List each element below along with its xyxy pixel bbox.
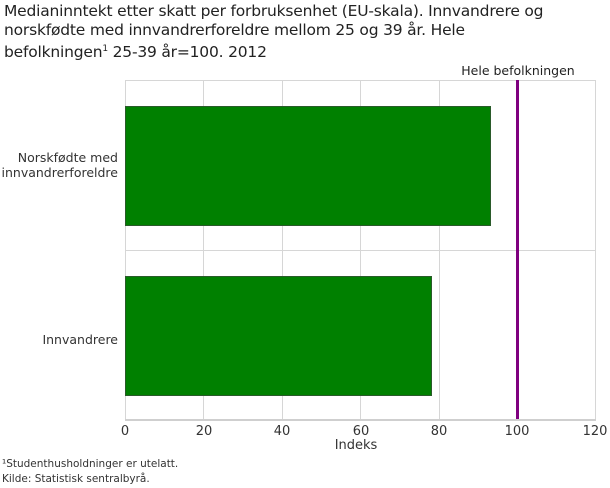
chart-title: Medianinntekt etter skatt per forbruksen… (4, 2, 608, 62)
footnote: ¹Studenthusholdninger er utelatt. (2, 458, 179, 470)
source-note: Kilde: Statistisk sentralbyrå. (2, 473, 150, 485)
x-axis-title: Indeks (334, 438, 378, 453)
title-line-3-rest: 25-39 år=100. 2012 (107, 43, 267, 62)
x-tick-60: 60 (352, 424, 370, 439)
category-label-norskfodte: Norskfødte med innvandrerforeldre (2, 150, 119, 180)
plot-area (125, 80, 596, 420)
x-tick-100: 100 (504, 424, 530, 439)
title-line-1: Medianinntekt etter skatt per forbruksen… (4, 2, 544, 20)
gridline-top (125, 80, 596, 81)
x-tick-40: 40 (273, 424, 291, 439)
footnote-marker: 1 (102, 44, 108, 54)
x-tick-80: 80 (430, 424, 448, 439)
bar-innvandrere[interactable] (125, 276, 432, 396)
x-axis-line (125, 419, 596, 421)
title-line-2: norskfødte med innvandrerforeldre mellom… (4, 21, 465, 39)
reference-line-hele-befolkningen (516, 80, 519, 420)
category-label-innvandrere: Innvandrere (42, 332, 118, 347)
bar-norskfodte[interactable] (125, 106, 491, 226)
title-line-3: befolkningen (4, 43, 103, 62)
x-tick-20: 20 (195, 424, 213, 439)
category-label-line-2: innvandrerforeldre (1, 165, 119, 180)
category-label-line-1: Norskfødte med (17, 150, 118, 165)
gridline-category-divider (125, 250, 596, 251)
x-tick-120: 120 (582, 424, 608, 439)
reference-line-label: Hele befolkningen (461, 63, 575, 78)
x-tick-0: 0 (120, 424, 130, 439)
